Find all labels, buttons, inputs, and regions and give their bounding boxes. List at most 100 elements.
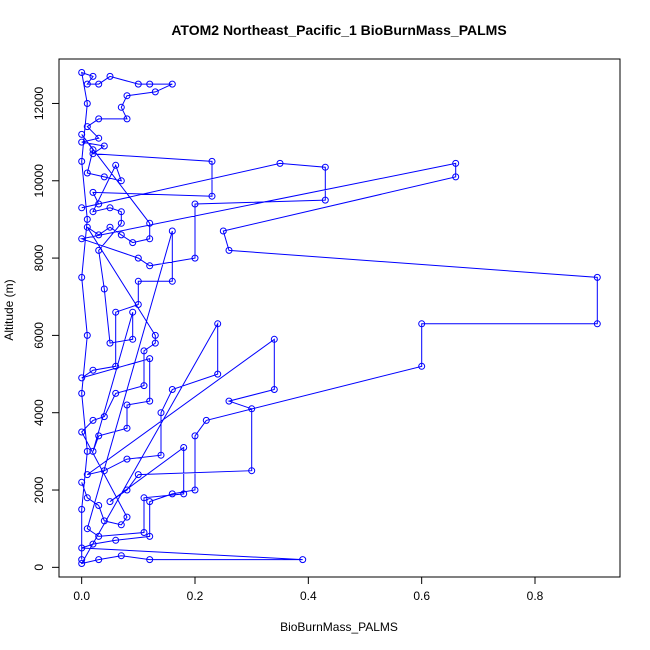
data-point [146, 80, 154, 88]
data-point [157, 409, 165, 417]
data-point [117, 521, 125, 529]
data-point [89, 540, 97, 548]
data-point [83, 100, 91, 107]
data-point [83, 123, 91, 131]
data-point [78, 235, 86, 243]
data-point [134, 80, 142, 88]
data-point [321, 163, 329, 171]
data-point [157, 451, 165, 459]
y-tick-label: 4000 [32, 399, 46, 426]
x-tick-label: 0.0 [73, 589, 90, 603]
data-point [140, 382, 148, 390]
data-point [191, 254, 199, 262]
data-point [95, 502, 103, 509]
y-axis-label: Altitude (m) [2, 279, 16, 340]
data-point [95, 556, 103, 564]
data-point [168, 490, 176, 498]
data-point [83, 223, 91, 231]
data-point [89, 188, 97, 196]
data-point [146, 355, 154, 363]
data-point [95, 200, 103, 208]
data-point [78, 544, 86, 552]
data-point [89, 146, 97, 154]
data-point [593, 273, 601, 281]
data-point [129, 239, 137, 247]
data-point [214, 370, 222, 378]
data-point [140, 529, 148, 536]
chart-title: ATOM2 Northeast_Pacific_1 BioBurnMass_PA… [171, 22, 506, 38]
data-point [95, 246, 103, 254]
data-point [129, 308, 137, 316]
data-point [208, 192, 216, 200]
data-point [89, 447, 97, 455]
data-point [151, 331, 159, 339]
data-point [123, 115, 131, 123]
data-point [83, 525, 91, 533]
data-point [134, 471, 142, 479]
data-point [180, 490, 188, 498]
data-point [78, 157, 86, 165]
data-point [89, 366, 97, 374]
data-point [112, 308, 120, 316]
y-tick-label: 8000 [32, 244, 46, 271]
data-point [78, 273, 86, 281]
data-point [123, 424, 131, 432]
data-point [78, 374, 86, 382]
x-tick-label: 0.2 [187, 589, 204, 603]
data-point [418, 362, 426, 370]
data-point [78, 69, 86, 76]
data-point [89, 208, 97, 216]
data-point [151, 339, 159, 347]
y-tick-label: 6000 [32, 322, 46, 349]
data-point [78, 204, 86, 212]
data-point [214, 320, 222, 328]
data-point [270, 386, 278, 393]
data-point [117, 552, 125, 560]
data-point [208, 157, 216, 165]
data-point [134, 301, 142, 308]
data-layer [78, 69, 601, 567]
data-point [106, 498, 114, 506]
data-point [168, 227, 176, 235]
data-point [100, 285, 108, 293]
data-point [140, 494, 148, 502]
data-point [168, 80, 176, 88]
data-point [276, 159, 284, 167]
y-axis: 0 2000 4000 6000 8000 10000 12000 [32, 86, 60, 571]
data-point [95, 532, 103, 540]
data-point [117, 177, 125, 185]
data-point [95, 231, 103, 239]
y-tick-label: 12000 [32, 86, 46, 120]
data-point [78, 428, 86, 436]
data-point [168, 277, 176, 285]
data-point [100, 142, 108, 150]
data-point [89, 72, 97, 80]
x-tick-label: 0.8 [527, 589, 544, 603]
data-point [151, 88, 159, 96]
data-point [452, 173, 460, 181]
data-point [123, 513, 131, 521]
data-point [83, 215, 91, 223]
data-point [117, 231, 125, 239]
data-point [106, 72, 114, 80]
data-point [593, 320, 601, 328]
data-point [146, 235, 154, 243]
data-point [89, 416, 97, 424]
data-point [146, 532, 154, 540]
data-point [146, 498, 154, 506]
data-point [95, 432, 103, 440]
data-point [106, 339, 114, 347]
data-point [112, 362, 120, 370]
data-point [106, 223, 114, 231]
data-point [83, 471, 91, 479]
x-axis-label: BioBurnMass_PALMS [280, 620, 398, 634]
data-point [95, 134, 103, 142]
data-point [78, 130, 86, 138]
data-point [191, 432, 199, 440]
data-point [248, 405, 256, 413]
data-point [321, 196, 329, 204]
data-point [168, 386, 176, 393]
data-point [123, 486, 131, 494]
